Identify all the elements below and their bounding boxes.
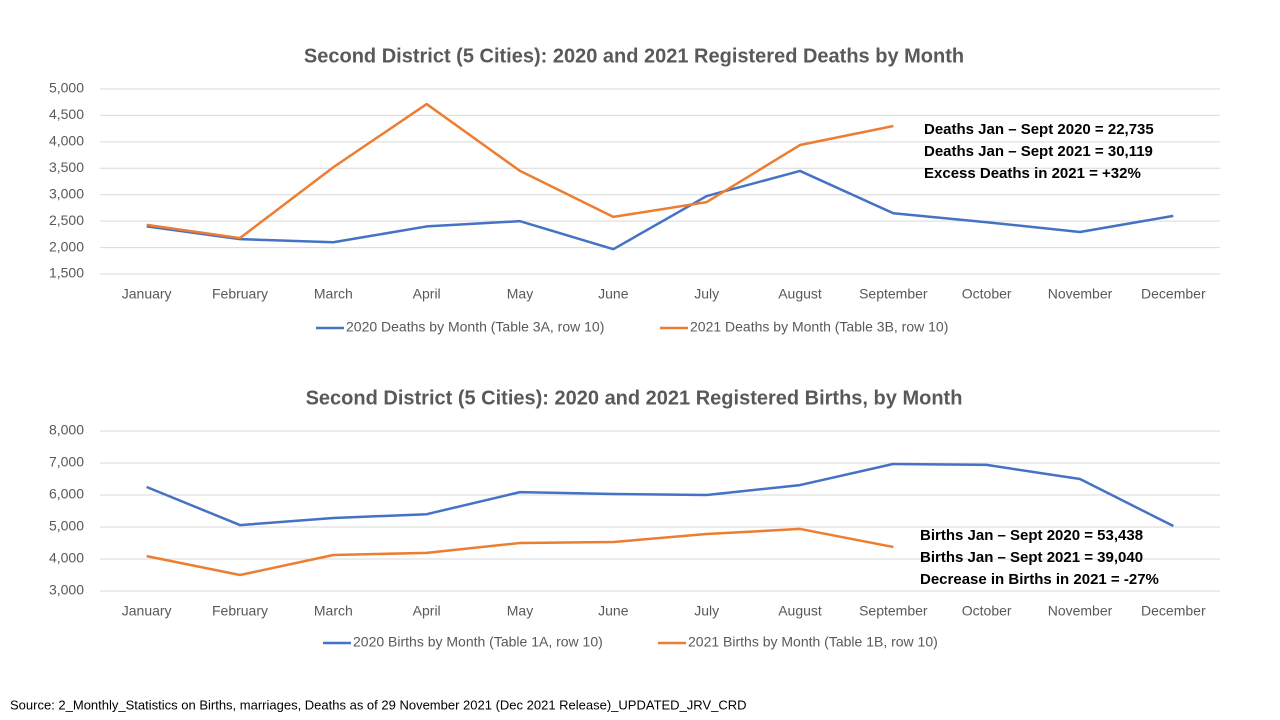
- x-tick-label: November: [1048, 603, 1113, 619]
- x-tick-label: April: [413, 603, 441, 619]
- y-tick-label: 4,500: [49, 106, 84, 122]
- legend-label: 2021 Deaths by Month (Table 3B, row 10): [690, 319, 948, 335]
- y-tick-label: 1,500: [49, 265, 84, 281]
- legend-label: 2020 Deaths by Month (Table 3A, row 10): [346, 319, 604, 335]
- x-tick-label: June: [598, 286, 629, 302]
- x-tick-label: June: [598, 603, 629, 619]
- legend-label: 2020 Births by Month (Table 1A, row 10): [353, 634, 603, 650]
- x-tick-label: October: [962, 603, 1012, 619]
- y-tick-label: 4,000: [49, 550, 84, 566]
- x-tick-label: September: [859, 603, 928, 619]
- annotation: Deaths Jan – Sept 2020 = 22,735: [924, 121, 1154, 138]
- x-tick-label: February: [212, 286, 268, 302]
- y-tick-label: 5,000: [49, 80, 84, 96]
- legend-label: 2021 Births by Month (Table 1B, row 10): [688, 634, 938, 650]
- annotation: Deaths Jan – Sept 2021 = 30,119: [924, 143, 1153, 160]
- x-tick-label: December: [1141, 286, 1206, 302]
- x-tick-label: October: [962, 286, 1012, 302]
- x-tick-label: December: [1141, 603, 1206, 619]
- source-note: Source: 2_Monthly_Statistics on Births, …: [10, 697, 747, 712]
- series-line: [146, 527, 894, 577]
- x-tick-label: March: [314, 286, 353, 302]
- x-tick-label: July: [694, 286, 719, 302]
- series-line: [146, 462, 1174, 528]
- chart-title: Second District (5 Cities): 2020 and 202…: [304, 45, 964, 67]
- annotation: Births Jan – Sept 2021 = 39,040: [920, 549, 1143, 566]
- y-tick-label: 5,000: [49, 518, 84, 534]
- y-tick-label: 2,500: [49, 212, 84, 228]
- x-tick-label: May: [507, 603, 533, 619]
- x-tick-label: February: [212, 603, 268, 619]
- x-tick-label: July: [694, 603, 719, 619]
- x-tick-label: September: [859, 286, 928, 302]
- y-tick-label: 3,000: [49, 582, 84, 598]
- x-tick-label: April: [413, 286, 441, 302]
- x-tick-label: May: [507, 286, 533, 302]
- series-line: [146, 169, 1174, 251]
- x-tick-label: January: [122, 603, 172, 619]
- y-tick-label: 6,000: [49, 486, 84, 502]
- x-tick-label: January: [122, 286, 172, 302]
- y-tick-label: 8,000: [49, 422, 84, 438]
- series-line: [146, 102, 894, 240]
- x-tick-label: August: [778, 603, 822, 619]
- annotation: Excess Deaths in 2021 = +32%: [924, 165, 1141, 182]
- y-tick-label: 3,500: [49, 159, 84, 175]
- y-tick-label: 3,000: [49, 185, 84, 201]
- x-tick-label: March: [314, 603, 353, 619]
- y-tick-label: 4,000: [49, 133, 84, 149]
- y-tick-label: 2,000: [49, 238, 84, 254]
- x-tick-label: November: [1048, 286, 1113, 302]
- annotation: Decrease in Births in 2021 = -27%: [920, 571, 1159, 588]
- chart-title: Second District (5 Cities): 2020 and 202…: [306, 387, 963, 409]
- annotation: Births Jan – Sept 2020 = 53,438: [920, 527, 1143, 544]
- y-tick-label: 7,000: [49, 454, 84, 470]
- x-tick-label: August: [778, 286, 822, 302]
